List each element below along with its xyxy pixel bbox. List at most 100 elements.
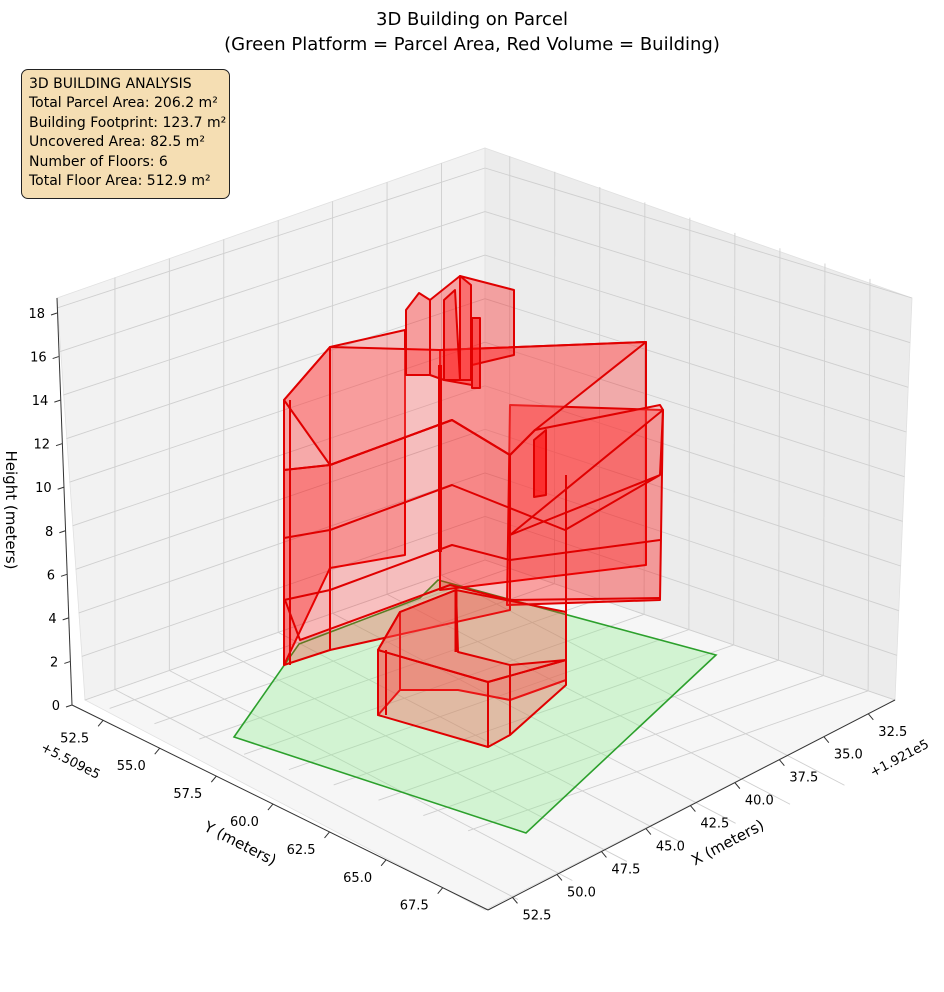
- annex-roof: [377, 589, 567, 683]
- x-grid-line: [688, 217, 691, 630]
- x-tick-mark: [867, 713, 874, 721]
- y-axis-ticks: 52.5 55.0 57.5 60.0 62.5 65.0 67.5: [60, 720, 444, 914]
- z-tick-label: 12: [33, 438, 50, 453]
- x-tick-mark: [823, 736, 830, 744]
- info-footprint: Building Footprint: 123.7 m²: [29, 114, 227, 131]
- x-tick-label: 45.0: [656, 840, 685, 855]
- z-tick-label: 4: [48, 612, 56, 627]
- x-tick-label: 40.0: [745, 794, 774, 809]
- grid-lines: [56, 156, 913, 900]
- z-axis-ticks: 0 2 4 6 8 10 12 14 16 18: [28, 307, 73, 714]
- z-tick-mark: [65, 704, 73, 708]
- x-tick-mark: [512, 897, 518, 904]
- x-grid-line: [423, 675, 824, 816]
- tower-wall: [459, 275, 472, 381]
- y-tick-mark: [324, 831, 330, 839]
- y-grid-line: [277, 631, 682, 843]
- x-grid-line: [467, 690, 869, 832]
- x-tick-mark: [601, 851, 607, 858]
- y-tick-label: 67.5: [400, 899, 429, 914]
- floor-line: [283, 539, 661, 601]
- z-tick-mark: [57, 486, 64, 490]
- y-grid-line: [114, 689, 519, 900]
- x-tick-label: 32.5: [878, 725, 907, 740]
- x-tick-label: 35.0: [834, 748, 863, 763]
- z-tick-mark: [64, 660, 71, 664]
- z-axis-line: [56, 297, 73, 706]
- info-floor-area: Total Floor Area: 512.9 m²: [29, 173, 211, 190]
- z-tick-mark: [55, 443, 63, 447]
- y-tick-mark: [437, 887, 444, 895]
- y-tick-mark: [154, 747, 161, 755]
- x-tick-mark: [556, 874, 563, 881]
- x-grid-line: [243, 613, 645, 755]
- info-parcel-area: Total Parcel Area: 206.2 m²: [29, 95, 218, 112]
- y-tick-mark: [380, 859, 387, 867]
- x-grid-line: [154, 583, 555, 725]
- z-tick-label: 14: [32, 394, 49, 409]
- parcel-platform: [232, 579, 718, 834]
- chart-title: 3D Building on Parcel: [376, 9, 568, 30]
- tower-wall: [443, 289, 461, 381]
- x-axis-line: [487, 699, 896, 911]
- z-tick-label: 0: [52, 699, 60, 714]
- y-tick-label: 57.5: [173, 787, 202, 802]
- tower-wall: [405, 292, 431, 376]
- z-axis-label: Height (meters): [2, 451, 20, 570]
- x-grid-line: [378, 659, 779, 801]
- z-tick-label: 6: [47, 568, 55, 583]
- z-grid-line: [75, 428, 486, 570]
- z-tick-mark: [52, 356, 59, 360]
- z-tick-label: 2: [50, 655, 58, 670]
- y-tick-mark: [97, 720, 104, 727]
- z-tick-mark: [54, 399, 61, 403]
- y-axis-line: [71, 704, 489, 911]
- x-tick-label: 42.5: [700, 817, 729, 832]
- info-floors: Number of Floors: 6: [29, 153, 168, 170]
- x-tick-mark: [645, 828, 652, 835]
- z-grid-line: [484, 472, 899, 612]
- z-grid-line: [484, 254, 909, 388]
- y-tick-label: 62.5: [287, 843, 316, 858]
- x-tick-mark: [690, 805, 696, 812]
- x-grid-line: [598, 187, 601, 600]
- z-tick-mark: [50, 312, 58, 316]
- y-grid-line: [223, 651, 627, 862]
- tower-wall: [471, 317, 481, 389]
- z-grid-line: [69, 341, 486, 483]
- y-tick-label: 55.0: [117, 759, 146, 774]
- z-grid-line: [63, 254, 486, 396]
- z-grid-line: [484, 167, 913, 299]
- column: [533, 429, 547, 498]
- y-tick-mark: [267, 803, 274, 811]
- y-tick-label: 65.0: [343, 871, 372, 886]
- z-grid-line: [484, 211, 911, 344]
- x-grid-line: [109, 567, 510, 709]
- z-tick-label: 8: [45, 525, 53, 540]
- y-tick-label: 52.5: [60, 731, 89, 746]
- z-tick-label: 18: [28, 307, 45, 322]
- floor-line: [284, 584, 661, 641]
- info-heading: 3D BUILDING ANALYSIS: [29, 76, 192, 92]
- x-tick-mark: [778, 759, 785, 766]
- x-grid-line: [778, 248, 781, 661]
- z-grid-line: [484, 559, 896, 701]
- x-offset-label: +1.921e5: [868, 737, 932, 780]
- chart-subtitle: (Green Platform = Parcel Area, Red Volum…: [224, 34, 720, 55]
- y-grid-line: [386, 593, 791, 805]
- building-volume: [283, 275, 664, 748]
- z-grid-line: [66, 298, 486, 440]
- z-tick-mark: [62, 617, 69, 621]
- x-tick-label: 47.5: [611, 862, 640, 877]
- y-offset-label: +5.509e5: [38, 740, 102, 783]
- x-tick-mark: [734, 782, 741, 789]
- z-tick-label: 16: [30, 351, 47, 366]
- z-grid-line: [59, 211, 486, 352]
- z-grid-line: [484, 516, 898, 656]
- z-grid-line: [72, 385, 486, 527]
- x-grid-line: [733, 232, 736, 645]
- floor-line: [283, 474, 661, 539]
- x-grid-line: [867, 278, 871, 691]
- floor-line: [509, 409, 664, 536]
